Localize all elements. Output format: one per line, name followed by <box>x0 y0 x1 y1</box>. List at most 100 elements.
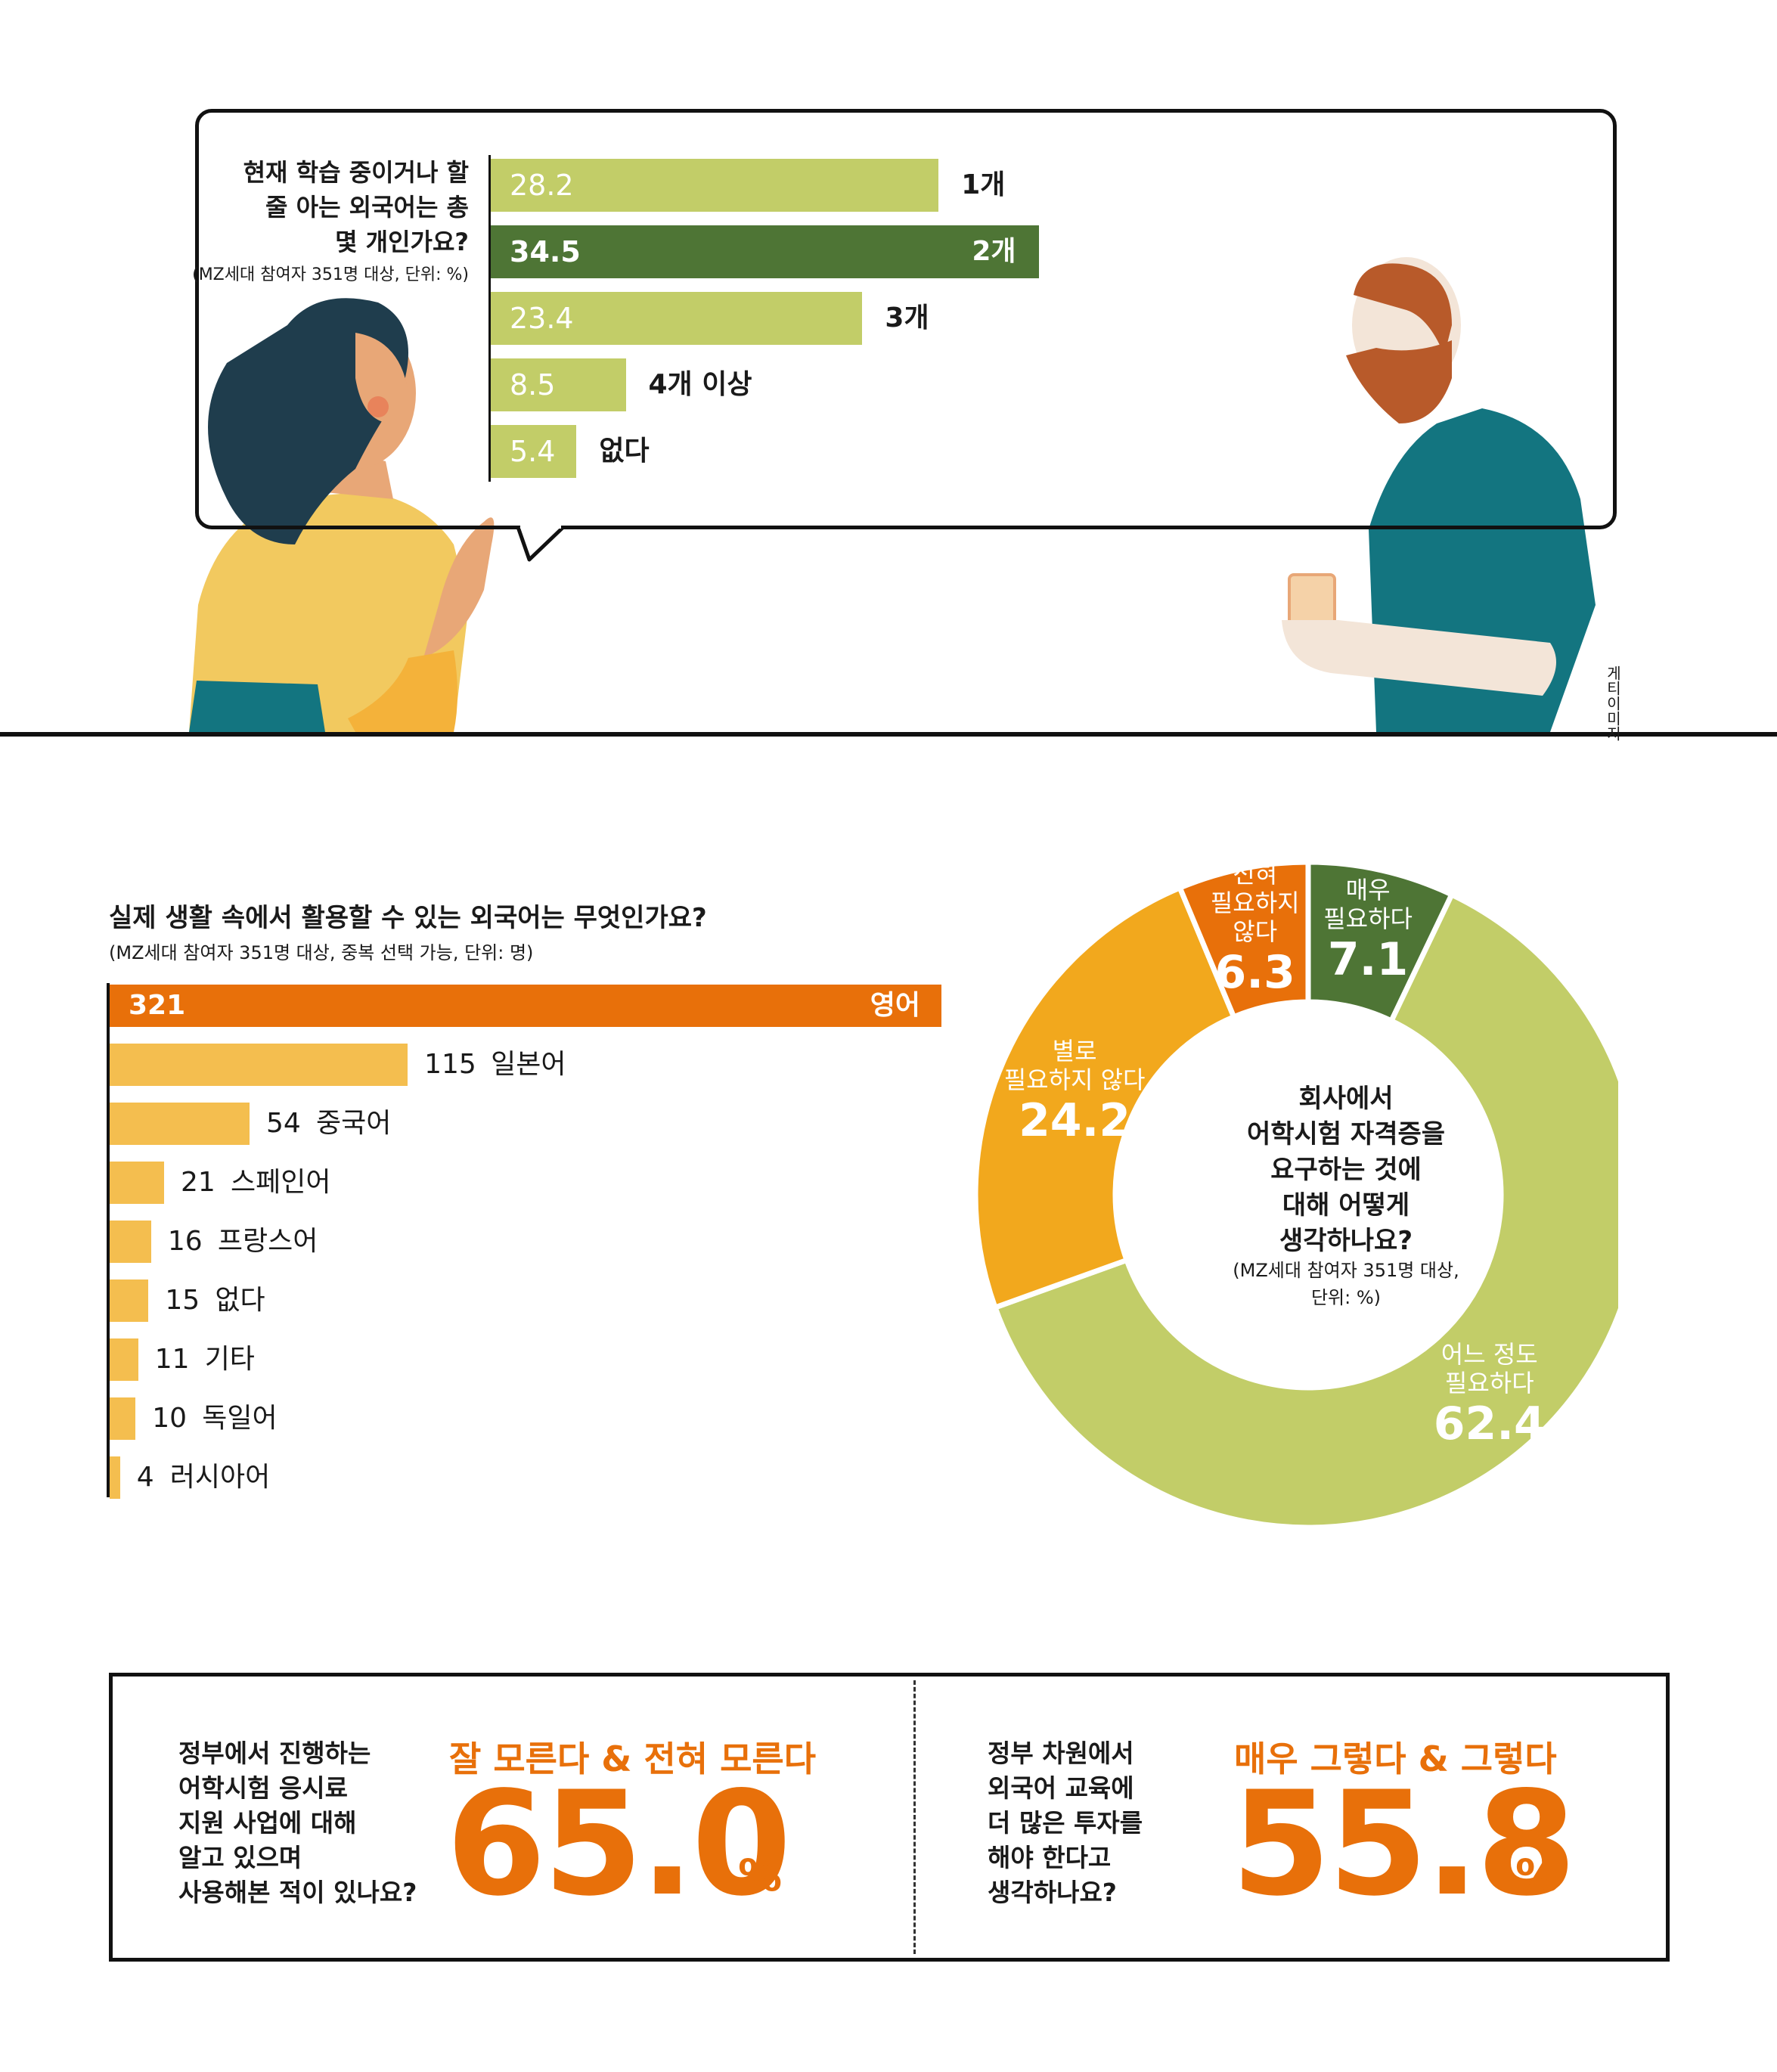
q2-subtitle: (MZ세대 참여자 351명 대상, 중복 선택 가능, 단위: 명) <box>109 942 534 963</box>
q1-bar-label: 없다 <box>599 436 650 467</box>
q2-bar <box>110 1162 164 1204</box>
q2-title: 실제 생활 속에서 활용할 수 있는 외국어는 무엇인가요? <box>109 903 707 933</box>
q2-bar-value: 11 <box>154 1344 190 1375</box>
donut-slice <box>1176 859 1311 1021</box>
stat-right-question-line-5: 생각하나요? <box>988 1878 1117 1907</box>
donut-slice-label-line: 필요하다 <box>1444 1369 1534 1398</box>
q2-bar-value: 21 <box>180 1167 216 1198</box>
donut-slice-value: 6.3 <box>1214 946 1295 1000</box>
donut-slice-label: 어느 정도 필요하다 62.4 <box>1391 1340 1588 1450</box>
man-illustration <box>1282 257 1596 732</box>
stat-right-question-line-1: 정부 차원에서 <box>988 1739 1134 1768</box>
donut-subtitle-line-1: (MZ세대 참여자 351명 대상, <box>1233 1260 1459 1281</box>
donut-slice-label-line: 필요하다 <box>1323 904 1413 934</box>
donut-slice <box>991 891 1618 1531</box>
q2-bar <box>110 1279 149 1322</box>
donut-title-line-4: 대해 어떻게 <box>1282 1190 1410 1221</box>
donut-slice-label: 전혀 필요하지 않다 6.3 <box>1157 860 1354 999</box>
stat-left-question-line-5: 사용해본 적이 있나요? <box>178 1878 417 1907</box>
q1-bar-value: 28.2 <box>510 169 574 202</box>
q2-bar-value: 115 <box>424 1049 476 1080</box>
q1-bar-value: 5.4 <box>510 435 556 468</box>
donut-slice-label-line: 전혀 <box>1233 860 1278 889</box>
donut-slice-label-line: 않다 <box>1233 917 1278 947</box>
donut-slice-value: 7.1 <box>1327 933 1409 987</box>
q1-bar-label: 1개 <box>961 169 1006 200</box>
donut-subtitle-line-2: 단위: %) <box>1310 1287 1382 1308</box>
q2-bar-label: 일본어 <box>491 1049 566 1080</box>
stat-right-question-line-3: 더 많은 투자를 <box>988 1808 1143 1838</box>
donut-slice <box>972 884 1238 1311</box>
q2-bar-value: 15 <box>165 1285 200 1316</box>
stat-left-question-line-4: 알고 있으며 <box>178 1843 302 1872</box>
speech-bubble-tail <box>516 522 565 562</box>
stat-left-question-line-3: 지원 사업에 대해 <box>178 1808 357 1838</box>
q1-bar <box>491 159 939 212</box>
q2-bar-label: 없다 <box>215 1285 265 1316</box>
q2-bar <box>110 1044 408 1086</box>
stat-right-answer: 매우 그렇다 & 그렇다 <box>1234 1739 1557 1779</box>
donut-title-line-3: 요구하는 것에 <box>1270 1155 1422 1185</box>
q1-bar-label: 4개 이상 <box>648 369 752 400</box>
stat-left-answer: 잘 모른다 & 전혀 모른다 <box>449 1739 817 1779</box>
q2-bar <box>110 1221 151 1263</box>
q2-bar-label: 프랑스어 <box>217 1226 318 1257</box>
stat-right-question-line-2: 외국어 교육에 <box>988 1773 1134 1803</box>
q2-bar-value: 321 <box>129 990 186 1021</box>
q2-bar <box>110 1103 250 1145</box>
donut-slice-label-line: 어느 정도 <box>1441 1340 1538 1369</box>
stat-left-question-line-1: 정부에서 진행하는 <box>178 1739 371 1768</box>
q1-bar-label: 3개 <box>885 302 929 333</box>
woman-illustration <box>189 298 495 732</box>
donut-chart <box>972 859 1618 1531</box>
q1-axis-line <box>488 155 491 482</box>
q1-bar-value: 8.5 <box>510 368 556 402</box>
stat-right-value: 55.8 <box>1231 1760 1577 1928</box>
q1-bar-value: 23.4 <box>510 302 574 335</box>
q1-bar <box>491 358 626 411</box>
illustration-layer <box>189 257 1596 732</box>
q2-bar-label: 스페인어 <box>230 1167 331 1198</box>
q2-bar <box>110 1338 138 1381</box>
q2-bar-label: 영어 <box>870 990 920 1021</box>
donut-slice-value: 62.4 <box>1433 1397 1546 1451</box>
q2-bar <box>110 1456 120 1499</box>
donut-title-line-5: 생각하나요? <box>1279 1226 1413 1256</box>
q2-axis-line <box>107 983 110 1497</box>
stat-right-unit: % <box>1515 1850 1560 1901</box>
q2-bar-value: 16 <box>167 1226 203 1257</box>
stat-right-question-line-4: 해야 한다고 <box>988 1843 1112 1872</box>
q1-title-line-1: 현재 학습 중이거나 할 줄 아는 외국어는 총 몇 개인가요? <box>243 158 469 256</box>
q1-bar <box>491 425 577 478</box>
donut-slice-label-line: 별로 <box>1052 1037 1097 1066</box>
q2-bar-label: 러시아어 <box>169 1462 271 1493</box>
q1-bar-label: 2개 <box>972 236 1016 267</box>
donut-slice-label: 별로 필요하지 않다 24.2 <box>976 1037 1173 1147</box>
q2-bar <box>110 1397 136 1440</box>
divider-line <box>0 732 1777 737</box>
q2-bar-value: 10 <box>152 1403 188 1434</box>
donut-title-line-1: 회사에서 <box>1298 1084 1394 1114</box>
q1-bar <box>491 292 863 345</box>
bottom-stats-box <box>109 1673 1670 1962</box>
q2-bar <box>110 985 941 1027</box>
q1-bar-value: 34.5 <box>510 235 581 268</box>
donut-slice-label-line: 매우 <box>1345 876 1391 905</box>
q2-bar-label: 기타 <box>204 1344 255 1375</box>
q2-bar-label: 독일어 <box>202 1403 278 1434</box>
q1-subtitle: (MZ세대 참여자 351명 대상, 단위: %) <box>192 265 469 284</box>
stat-left-unit: % <box>738 1850 783 1901</box>
stat-left-question-line-2: 어학시험 응시료 <box>178 1773 349 1803</box>
q2-bar-value: 4 <box>136 1462 154 1493</box>
q1-title: 현재 학습 중이거나 할 줄 아는 외국어는 총 몇 개인가요? <box>151 155 469 259</box>
donut-slice-label-line: 필요하지 <box>1210 889 1300 918</box>
donut-slice-label-line: 필요하지 않다 <box>1003 1065 1146 1095</box>
donut-title-line-2: 어학시험 자격증을 <box>1246 1119 1446 1149</box>
stat-left-value: 65.0 <box>446 1760 792 1928</box>
image-credit: 게티이미지 <box>1604 665 1622 741</box>
donut-center-subtitle: (MZ세대 참여자 351명 대상, 단위: %) <box>1157 1257 1535 1311</box>
q2-bar-label: 중국어 <box>316 1108 392 1139</box>
bottom-divider <box>913 1680 916 1954</box>
